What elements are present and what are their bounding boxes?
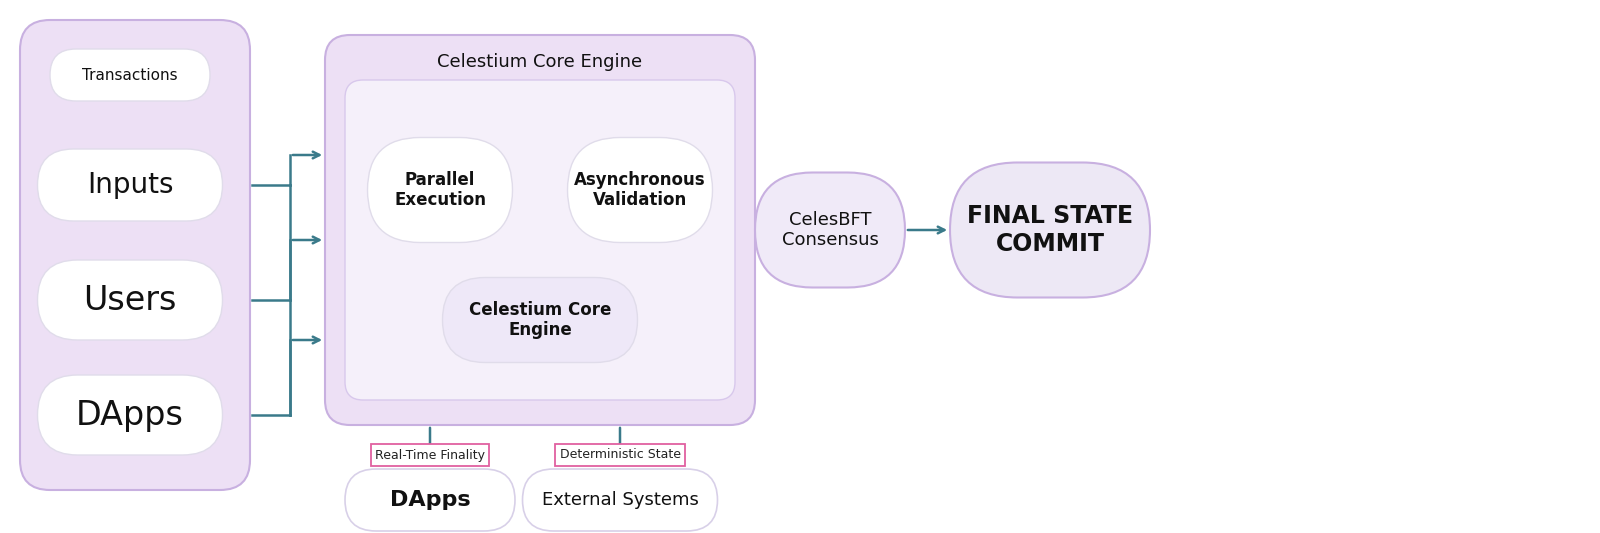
FancyBboxPatch shape [19,20,250,490]
Text: Deterministic State: Deterministic State [560,448,680,462]
Text: FINAL STATE
COMMIT: FINAL STATE COMMIT [966,204,1133,256]
Text: DApps: DApps [390,490,470,510]
Text: External Systems: External Systems [541,491,699,509]
Text: Parallel
Execution: Parallel Execution [394,171,486,209]
FancyBboxPatch shape [50,49,210,101]
FancyBboxPatch shape [37,149,222,221]
Text: Celestium Core
Engine: Celestium Core Engine [469,301,611,340]
Text: Transactions: Transactions [82,68,178,83]
FancyBboxPatch shape [37,375,222,455]
FancyBboxPatch shape [523,469,717,531]
FancyBboxPatch shape [37,260,222,340]
Text: DApps: DApps [77,399,184,432]
Text: CelesBFT
Consensus: CelesBFT Consensus [781,211,878,249]
Text: Celestium Core Engine: Celestium Core Engine [437,53,643,71]
FancyBboxPatch shape [755,173,906,287]
Text: Real-Time Finality: Real-Time Finality [374,448,485,462]
Text: Deterministic State: Deterministic State [560,448,680,462]
Text: Asynchronous
Validation: Asynchronous Validation [574,171,706,209]
FancyBboxPatch shape [346,80,734,400]
Text: Real-Time Finality: Real-Time Finality [374,448,485,462]
FancyBboxPatch shape [950,163,1150,297]
Text: Inputs: Inputs [86,171,173,199]
FancyBboxPatch shape [568,138,712,243]
FancyBboxPatch shape [443,278,637,362]
FancyBboxPatch shape [325,35,755,425]
FancyBboxPatch shape [368,138,512,243]
FancyBboxPatch shape [346,469,515,531]
Text: Users: Users [83,284,176,317]
